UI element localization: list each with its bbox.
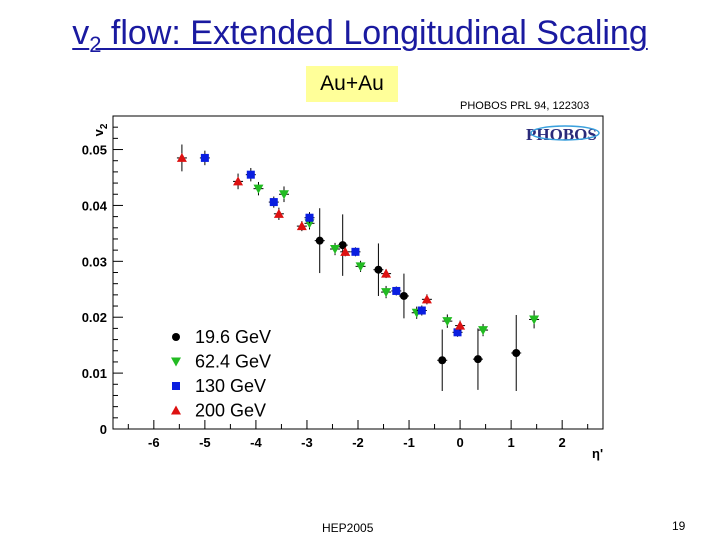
y-tick-label: 0.02 [82,310,107,325]
legend-marker [172,382,180,390]
x-tick-label: -4 [250,435,262,450]
collision-badge: Au+Au [306,66,398,102]
legend-marker [171,405,181,415]
x-axis-label: η' [592,446,603,461]
y-tick-label: 0.01 [82,366,107,381]
data-point [351,247,360,256]
legend-label: 130 GeV [195,376,266,396]
data-point [392,286,401,295]
series-200-gev [176,144,466,331]
legend-label: 19.6 GeV [195,327,271,347]
title-v: v [72,14,90,52]
y-tick-label: 0 [100,422,107,437]
data-point [381,268,392,278]
data-point [273,208,284,218]
data-point [246,170,255,179]
y-ticks: 0 0.01 0.02 0.03 0.04 0.05 [82,126,123,437]
y-axis-label: v2 [91,123,110,136]
x-tick-label: 0 [456,435,463,450]
data-point [438,356,447,365]
data-point [200,153,209,162]
y-tick-label: 0.03 [82,254,107,269]
slide-title: v2 flow: Extended Longitudinal Scaling [0,14,720,58]
legend-marker [172,333,180,341]
data-point [399,291,408,300]
phobos-logo: PHOBOS [526,125,600,144]
data-point [529,315,540,325]
data-point [355,262,366,272]
data-point [176,152,187,162]
phobos-logo-orbit [530,125,600,141]
data-point [381,288,392,298]
legend-label: 200 GeV [195,401,266,421]
data-point [269,198,278,207]
data-point [455,320,466,330]
legend-label: 62.4 GeV [195,352,271,372]
data-point [512,348,521,357]
x-tick-label: 1 [508,435,515,450]
y-axis-label-sub: 2 [99,123,110,129]
series-130-gev [199,150,463,337]
x-tick-label: -3 [301,435,313,450]
y-tick-label: 0.04 [82,198,108,213]
data-point [473,355,482,364]
citation: PHOBOS PRL 94, 122303 [460,100,590,112]
x-tick-label: -1 [403,435,415,450]
title-subscript: 2 [89,31,102,57]
data-point [305,213,314,222]
x-ticks: -6 -5 -4 -3 -2 -1 0 1 2 [127,420,589,450]
svg-text:v2: v2 [91,123,110,136]
legend-marker [171,357,181,367]
footer-conference: HEP2005 [322,521,374,535]
data-point [330,245,341,255]
title-rest: flow: Extended Longitudinal Scaling [101,14,648,52]
data-point [233,176,244,186]
data-point [253,184,264,194]
plot-frame [112,115,604,430]
x-tick-label: -6 [148,435,160,450]
data-point [374,265,383,274]
data-point [278,190,289,200]
page-number: 19 [672,519,686,533]
x-tick-label: -5 [199,435,211,450]
x-tick-label: -2 [352,435,364,450]
data-point [338,241,347,250]
data-point [478,326,489,336]
data-point [417,306,426,315]
y-axis-label-main: v [91,128,106,136]
x-tick-label: 2 [559,435,566,450]
y-tick-label: 0.05 [82,143,107,158]
series-19.6-gev [314,208,522,391]
data-point [315,236,324,245]
data-point [421,294,432,304]
data-points [176,144,540,391]
legend: 19.6 GeV 62.4 GeV 130 GeV 200 GeV [171,327,271,421]
data-point [296,221,307,231]
data-point [340,246,351,256]
data-point [453,328,462,337]
data-point [442,317,453,327]
